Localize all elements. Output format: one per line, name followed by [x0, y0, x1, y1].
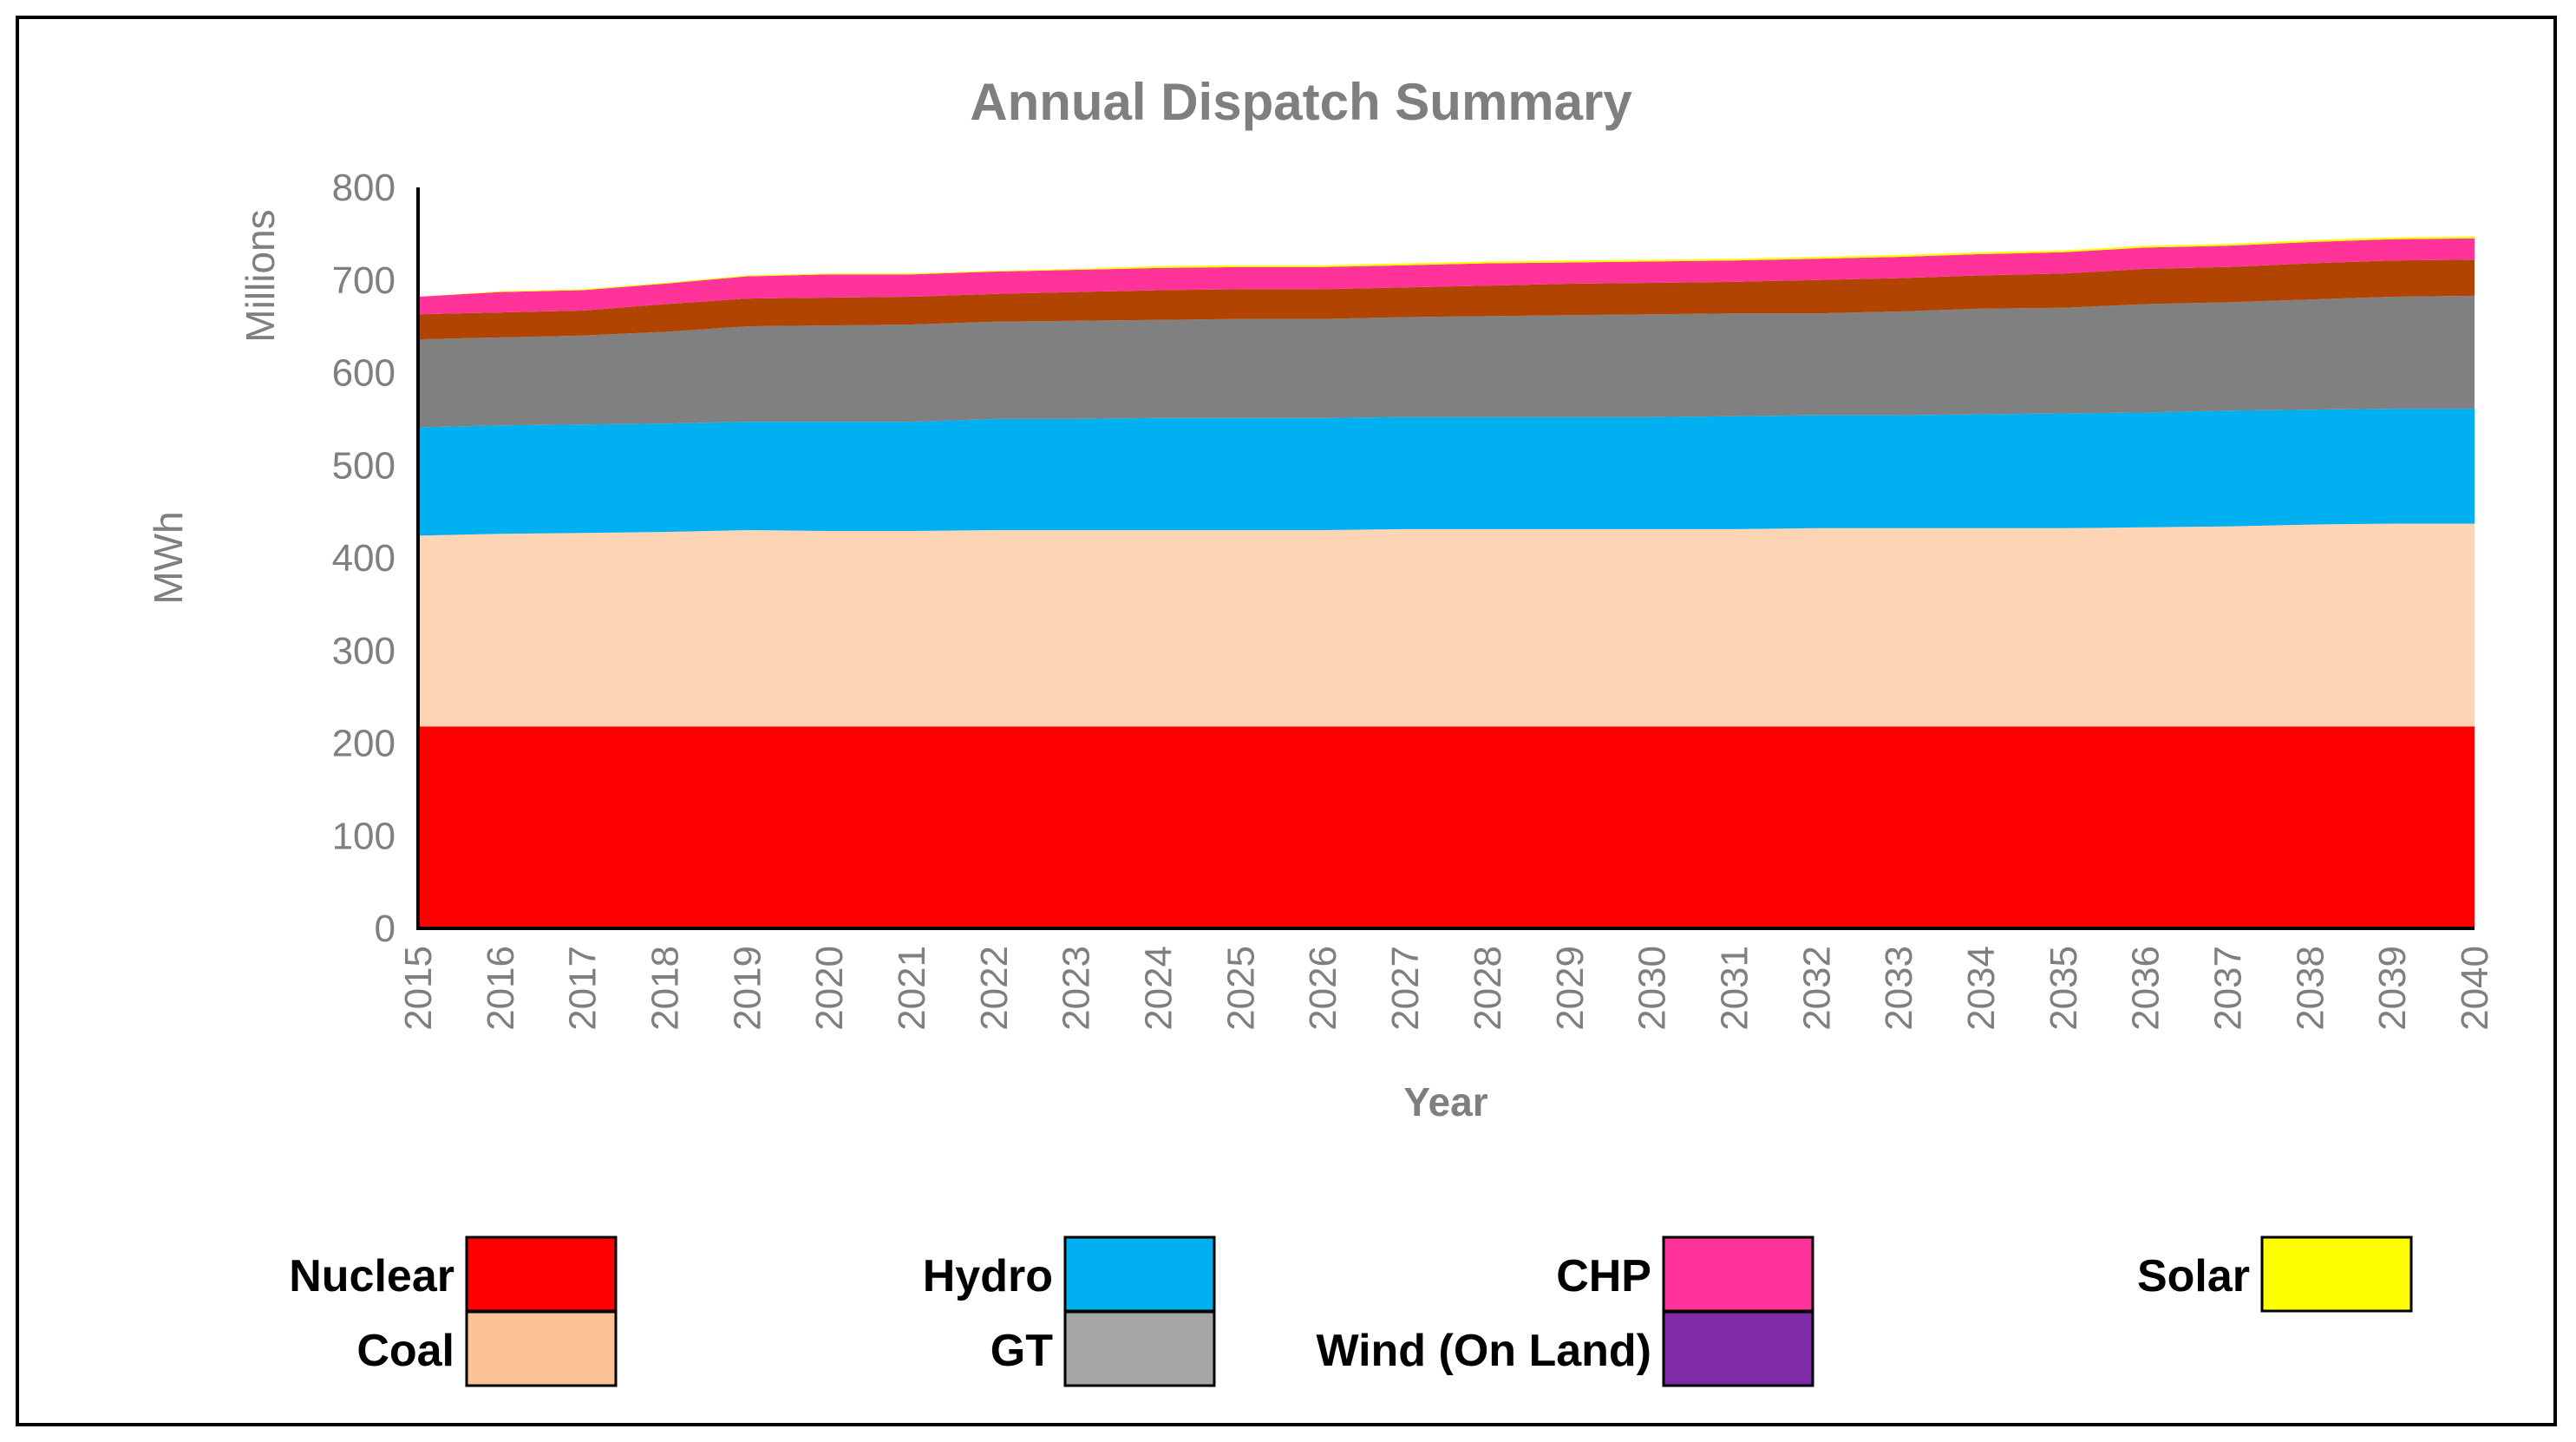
y-tick-label: 800	[332, 167, 396, 209]
y-tick-label: 400	[332, 537, 396, 580]
area-wind-on-land	[418, 259, 2475, 340]
legend-label-coal: Coal	[356, 1326, 454, 1376]
x-tick-label: 2037	[2207, 946, 2250, 1031]
legend-swatch-hydro	[1063, 1236, 1216, 1313]
y-axis-title: MWh	[146, 511, 191, 604]
legend-swatch-nuclear	[465, 1236, 618, 1313]
legend-label-chp: CHP	[1556, 1251, 1651, 1301]
x-tick-label: 2031	[1713, 946, 1755, 1031]
x-tick-label: 2033	[1878, 946, 1920, 1031]
area-nuclear	[418, 726, 2475, 928]
legend: Nuclear Hydro CHP Solar Coal GT Wind (On Land)	[289, 1236, 2413, 1387]
x-tick-label: 2026	[1302, 946, 1344, 1031]
stacked-areas	[418, 236, 2475, 928]
area-solar	[418, 236, 2475, 297]
x-tick-label: 2030	[1631, 946, 1674, 1031]
y-tick-label: 500	[332, 444, 396, 487]
y-tick-label: 700	[332, 259, 396, 302]
legend-label-wind-on-land: Wind (On Land)	[1316, 1326, 1651, 1376]
legend-label-solar: Solar	[2137, 1251, 2250, 1301]
x-tick-label: 2028	[1467, 946, 1509, 1031]
x-tick-label: 2039	[2371, 946, 2414, 1031]
legend-entry-chp: CHP	[1556, 1236, 1814, 1313]
legend-label-gt: GT	[991, 1326, 1053, 1376]
x-tick-label: 2021	[891, 946, 933, 1031]
y-tick-label: 200	[332, 723, 396, 765]
x-tick-label: 2020	[808, 946, 851, 1031]
x-tick-label: 2029	[1549, 946, 1592, 1031]
legend-swatch-solar	[2260, 1236, 2413, 1313]
x-axis-title: Year	[1403, 1079, 1487, 1124]
legend-entry-wind-on-land: Wind (On Land)	[1316, 1310, 1814, 1387]
legend-swatch-coal	[465, 1310, 618, 1387]
y-tick-label: 100	[332, 815, 396, 857]
legend-swatch-chp	[1662, 1236, 1814, 1313]
legend-entry-coal: Coal	[356, 1310, 618, 1387]
legend-entry-hydro: Hydro	[923, 1236, 1216, 1313]
legend-entry-nuclear: Nuclear	[289, 1236, 618, 1313]
y-unit-label: Millions	[238, 209, 283, 342]
legend-swatch-gt	[1063, 1310, 1216, 1387]
area-hydro	[418, 409, 2475, 536]
x-tick-label: 2024	[1138, 946, 1180, 1031]
y-tick-label: 0	[375, 908, 396, 950]
x-tick-label: 2027	[1384, 946, 1427, 1031]
y-axis-ticks: 0 100 200 300 400 500 600 700 800	[332, 167, 396, 950]
x-tick-label: 2022	[973, 946, 1016, 1031]
x-tick-label: 2025	[1219, 946, 1262, 1031]
x-tick-label: 2017	[562, 946, 605, 1031]
legend-label-nuclear: Nuclear	[289, 1251, 454, 1301]
x-tick-label: 2035	[2043, 946, 2085, 1031]
area-chp	[418, 238, 2475, 315]
x-tick-label: 2016	[480, 946, 522, 1031]
area-coal	[418, 523, 2475, 727]
x-axis-ticks: 2015 2016 2017 2018 2019 2020 2021 2022 2023 2024…	[397, 946, 2496, 1031]
y-tick-label: 300	[332, 630, 396, 672]
y-tick-label: 600	[332, 352, 396, 395]
x-tick-label: 2018	[644, 946, 687, 1031]
x-tick-label: 2032	[1795, 946, 1838, 1031]
legend-entry-solar: Solar	[2137, 1236, 2413, 1313]
x-tick-label: 2019	[726, 946, 768, 1031]
x-tick-label: 2034	[1960, 946, 2003, 1031]
legend-label-hydro: Hydro	[923, 1251, 1053, 1301]
area-gt	[418, 295, 2475, 428]
legend-swatch-wind-on-land	[1662, 1310, 1814, 1387]
x-tick-label: 2023	[1056, 946, 1098, 1031]
x-tick-label: 2040	[2454, 946, 2496, 1031]
x-tick-label: 2038	[2289, 946, 2331, 1031]
x-tick-label: 2036	[2125, 946, 2167, 1031]
x-tick-label: 2015	[397, 946, 440, 1031]
legend-entry-gt: GT	[991, 1310, 1216, 1387]
chart-title: Annual Dispatch Summary	[970, 73, 1632, 131]
